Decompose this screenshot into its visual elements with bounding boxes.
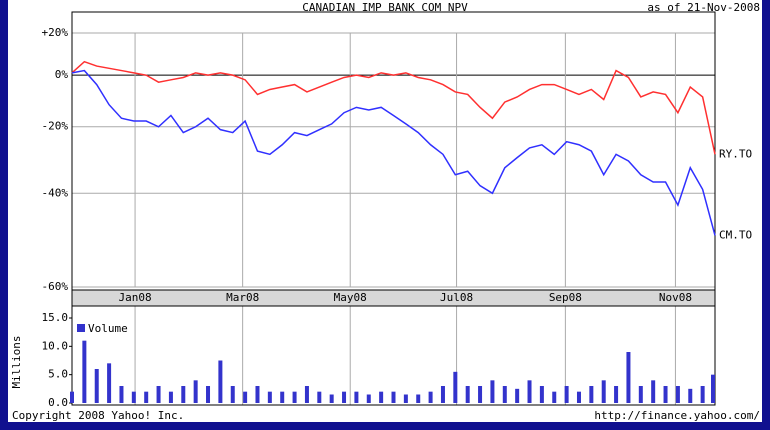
volume-bar	[82, 340, 87, 403]
y-tick-label: 5.0	[48, 368, 68, 381]
volume-bar	[94, 369, 99, 403]
volume-bar	[329, 394, 334, 403]
volume-bar	[156, 386, 161, 403]
x-tick-label: Mar08	[226, 291, 259, 304]
volume-bar	[440, 386, 445, 403]
volume-bar	[119, 386, 124, 403]
volume-bar	[711, 374, 715, 403]
volume-bar	[576, 391, 581, 403]
y-tick-label: -60%	[42, 280, 69, 293]
y-tick-label: 10.0	[42, 339, 69, 352]
volume-bar	[539, 386, 544, 403]
y-tick-label: 0.0	[48, 396, 68, 409]
volume-bar	[181, 386, 186, 403]
volume-bar	[614, 386, 619, 403]
volume-bar	[255, 386, 260, 403]
volume-bar	[465, 386, 470, 403]
volume-bar	[193, 380, 198, 403]
chart-subtitle: as of 21-Nov-2008	[647, 1, 760, 14]
y-tick-label: 15.0	[42, 311, 69, 324]
volume-bar	[379, 391, 384, 403]
x-tick-label: Jan08	[119, 291, 152, 304]
series-line	[71, 60, 716, 155]
volume-bar	[428, 391, 433, 403]
volume-bar	[280, 391, 285, 403]
volume-bar	[342, 391, 347, 403]
volume-bar	[638, 386, 643, 403]
volume-bar	[626, 352, 631, 403]
legend-swatch	[77, 324, 85, 332]
panel-background	[8, 0, 762, 422]
volume-bar	[527, 380, 532, 403]
series-label: RY.TO	[719, 147, 752, 160]
copyright: Copyright 2008 Yahoo! Inc.	[12, 409, 184, 422]
volume-bar	[490, 380, 495, 403]
volume-bar	[564, 386, 569, 403]
x-tick-label: Nov08	[659, 291, 692, 304]
y-tick-label: +20%	[42, 26, 69, 39]
y-tick-label: 0%	[55, 68, 69, 81]
volume-bar	[131, 391, 136, 403]
y-tick-label: -20%	[42, 120, 69, 133]
month-band	[71, 289, 716, 307]
volume-bar	[700, 386, 705, 403]
y-axis-label: Millions	[10, 336, 23, 389]
volume-bar	[354, 391, 359, 403]
volume-bar	[317, 391, 322, 403]
x-tick-label: Jul08	[440, 291, 473, 304]
volume-border	[71, 305, 716, 406]
volume-bar	[416, 394, 421, 403]
volume-bar	[107, 363, 112, 403]
volume-bar	[478, 386, 483, 403]
volume-bar	[663, 386, 668, 403]
y-tick-label: -40%	[42, 186, 69, 199]
volume-bar	[552, 391, 557, 403]
series-line	[71, 69, 716, 236]
series-label: CM.TO	[719, 228, 752, 241]
volume-bar	[218, 360, 223, 403]
volume-bar	[403, 394, 408, 403]
volume-bar	[230, 386, 235, 403]
volume-bar	[453, 371, 458, 403]
volume-bar	[168, 391, 173, 403]
volume-bar	[267, 391, 272, 403]
x-tick-label: Sep08	[549, 291, 582, 304]
volume-bar	[675, 386, 680, 403]
volume-bar	[304, 386, 309, 403]
volume-bar	[206, 386, 211, 403]
legend-label: Volume	[88, 322, 128, 335]
volume-bar	[515, 388, 520, 403]
volume-bar	[70, 391, 74, 403]
x-tick-label: May08	[334, 291, 367, 304]
volume-bar	[243, 391, 248, 403]
volume-bar	[292, 391, 297, 403]
volume-bar	[391, 391, 396, 403]
volume-bar	[144, 391, 149, 403]
volume-bar	[601, 380, 606, 403]
volume-bar	[502, 386, 507, 403]
volume-bar	[589, 386, 594, 403]
volume-bar	[651, 380, 656, 403]
volume-bar	[688, 388, 693, 403]
volume-bar	[366, 394, 371, 403]
chart-title: CANADIAN IMP BANK COM NPV	[302, 1, 468, 14]
source-url: http://finance.yahoo.com/	[594, 409, 760, 422]
